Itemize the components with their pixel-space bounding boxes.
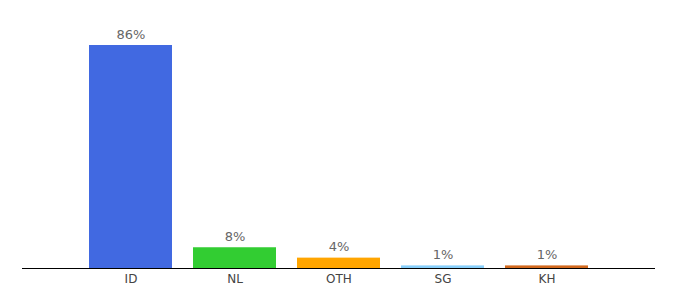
svg-text:SG: SG <box>435 272 452 286</box>
svg-text:ID: ID <box>125 272 138 286</box>
svg-text:1%: 1% <box>433 247 454 262</box>
svg-text:1%: 1% <box>537 247 558 262</box>
svg-text:86%: 86% <box>117 27 146 42</box>
svg-text:NL: NL <box>227 272 243 286</box>
svg-text:KH: KH <box>539 272 556 286</box>
svg-text:4%: 4% <box>329 239 350 254</box>
svg-text:OTH: OTH <box>326 272 352 286</box>
svg-text:8%: 8% <box>225 229 246 244</box>
